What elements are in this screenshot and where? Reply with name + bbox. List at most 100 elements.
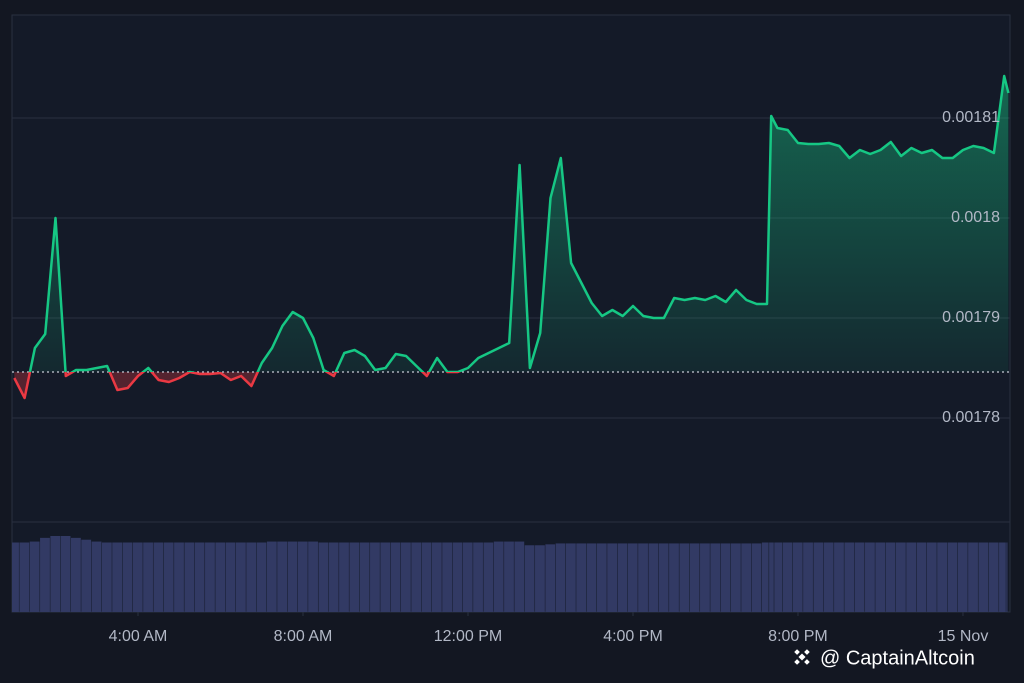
price-line-down xyxy=(13,372,462,400)
volume-bar xyxy=(318,542,329,612)
volume-bar xyxy=(514,541,525,612)
volume-bar xyxy=(782,542,793,612)
volume-bar xyxy=(174,542,184,612)
volume-bar xyxy=(143,542,153,612)
volume-bar xyxy=(906,542,917,612)
volume-bar xyxy=(937,542,948,612)
y-tick-label: 0.0018 xyxy=(951,209,1000,226)
volume-bar xyxy=(349,542,360,612)
volume-bar xyxy=(555,543,566,612)
volume-bar xyxy=(679,543,690,612)
volume-bar xyxy=(916,542,927,612)
volume-bar xyxy=(452,542,463,612)
volume-bar xyxy=(803,542,813,612)
y-tick-label: 0.00178 xyxy=(942,409,1000,426)
x-tick-label: 4:00 PM xyxy=(603,628,663,645)
volume-bar xyxy=(370,542,380,612)
volume-bar xyxy=(153,542,164,612)
volume-bar xyxy=(769,542,774,612)
volume-bar xyxy=(596,543,607,612)
volume-bar xyxy=(774,542,783,612)
volume-bar xyxy=(999,542,1006,612)
volume-bar xyxy=(813,542,824,612)
volume-bar xyxy=(462,542,473,612)
volume-bar xyxy=(978,542,989,612)
volume-bar xyxy=(638,543,648,612)
volume-bar xyxy=(524,545,535,612)
volume-bar xyxy=(689,543,700,612)
volume-bar xyxy=(627,543,638,612)
volume-bar xyxy=(91,541,102,612)
volume-bar xyxy=(648,543,659,612)
volume-bar xyxy=(710,543,721,612)
volume-bar xyxy=(112,542,123,612)
volume-bar xyxy=(411,542,422,612)
volume-bar xyxy=(287,541,298,612)
volume-bar xyxy=(12,542,19,612)
volume-bar xyxy=(761,542,769,612)
volume-bar xyxy=(256,542,267,612)
watermark-text: @ CaptainAltcoin xyxy=(820,647,975,669)
volume-bar xyxy=(442,542,453,612)
x-tick-label: 15 Nov xyxy=(938,628,989,645)
x-tick-label: 12:00 PM xyxy=(434,628,502,645)
volume-bar xyxy=(792,542,803,612)
volume-bar xyxy=(535,545,545,612)
volume-bar xyxy=(101,542,112,612)
volume-bar xyxy=(844,542,855,612)
x-tick-label: 8:00 PM xyxy=(768,628,828,645)
volume-bar xyxy=(431,542,442,612)
volume-bar xyxy=(380,542,391,612)
volume-bar xyxy=(246,542,257,612)
volume-bar xyxy=(926,542,937,612)
x-tick-label: 8:00 AM xyxy=(274,628,333,645)
volume-bar xyxy=(865,542,875,612)
volume-bar xyxy=(225,542,236,612)
volume-bar xyxy=(122,542,133,612)
volume-bar xyxy=(29,541,40,612)
watermark: @ CaptainAltcoin xyxy=(794,647,975,669)
volume-bar xyxy=(60,536,71,612)
volume-bar xyxy=(504,541,514,612)
volume-bar xyxy=(617,543,628,612)
volume-bar xyxy=(720,543,731,612)
volume-bar xyxy=(823,542,834,612)
volume-bar xyxy=(545,544,556,612)
volume-bar xyxy=(163,542,174,612)
volume-bar xyxy=(277,541,288,612)
volume-bar xyxy=(565,543,576,612)
volume-bar xyxy=(607,543,618,612)
volume-bar xyxy=(586,543,597,612)
volume-bar xyxy=(235,542,246,612)
volume-bar xyxy=(390,542,401,612)
volume-bar xyxy=(40,537,50,612)
volume-bar xyxy=(493,541,504,612)
volume-bar xyxy=(50,536,61,612)
volume-bar xyxy=(751,543,762,612)
volume-bar xyxy=(957,542,968,612)
volume-bar xyxy=(947,542,958,612)
volume-bar xyxy=(132,542,143,612)
volume-bar xyxy=(205,542,215,612)
volume-bar xyxy=(81,539,92,612)
price-line-up xyxy=(28,74,1010,372)
volume-bar xyxy=(875,542,886,612)
volume-bar xyxy=(19,542,30,612)
volume-bar xyxy=(400,542,411,612)
volume-bar xyxy=(184,542,195,612)
volume-bar xyxy=(339,542,349,612)
y-tick-label: 0.00179 xyxy=(942,309,1000,326)
area-down xyxy=(14,372,1009,398)
x-tick-label: 4:00 AM xyxy=(109,628,168,645)
volume-bar xyxy=(730,543,741,612)
volume-bar xyxy=(834,542,844,612)
volume-bar xyxy=(968,542,978,612)
volume-bar xyxy=(895,542,906,612)
volume-bar xyxy=(194,542,205,612)
volume-bar xyxy=(576,543,587,612)
volume-bar xyxy=(483,542,494,612)
volume-bar xyxy=(741,543,752,612)
y-tick-label: 0.00181 xyxy=(942,109,1000,126)
volume-bar xyxy=(885,542,896,612)
